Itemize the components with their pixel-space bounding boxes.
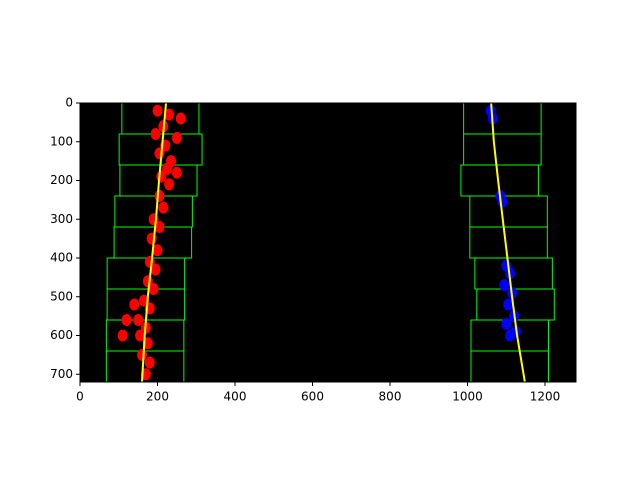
lane-pixel <box>148 283 159 295</box>
lane-pixel <box>164 178 175 191</box>
lane-pixel <box>135 329 146 342</box>
x-tick-label: 600 <box>301 390 324 404</box>
y-tick-label: 0 <box>65 96 73 110</box>
lane-pixel <box>154 147 165 160</box>
y-tick-label: 700 <box>50 367 73 381</box>
x-tick-label: 0 <box>76 390 84 404</box>
lane-pixel <box>158 201 169 214</box>
lane-pixel <box>501 317 512 330</box>
lane-pixel <box>144 356 155 369</box>
lane-pixel <box>133 314 144 326</box>
lane-pixel <box>117 329 128 342</box>
lane-pixel <box>121 314 132 326</box>
fit-line <box>141 102 168 383</box>
lane-pixel <box>152 104 163 117</box>
lane-pixel <box>164 108 175 121</box>
lane-pixel <box>150 263 161 276</box>
y-tick-label: 500 <box>50 289 73 303</box>
lane-pixel <box>171 166 182 179</box>
x-tick-label: 800 <box>379 390 402 404</box>
y-tick-label: 400 <box>50 251 73 265</box>
lane-pixel <box>152 244 163 257</box>
lane-pixel <box>129 298 140 311</box>
lane-pixel <box>499 279 510 292</box>
y-tick-label: 300 <box>50 212 73 226</box>
y-tick-label: 100 <box>50 134 73 148</box>
x-tick-label: 200 <box>146 390 169 404</box>
lane-pixel <box>505 329 516 342</box>
lane-pixel <box>137 348 147 361</box>
x-tick-label: 400 <box>224 390 247 404</box>
fit-line <box>490 102 526 383</box>
lane-pixel <box>156 170 167 183</box>
lane-pixel <box>171 131 182 144</box>
lane-pixel <box>150 128 161 140</box>
x-tick-label: 1200 <box>530 390 561 404</box>
lane-pixel <box>497 195 508 208</box>
lane-pixel <box>503 298 514 311</box>
lane-pixel <box>175 112 186 125</box>
lane-pixel <box>154 190 165 202</box>
x-tick-label: 1000 <box>452 390 483 404</box>
lane-pixel <box>154 221 165 233</box>
y-tick-label: 200 <box>50 173 73 187</box>
lane-pixel <box>162 162 173 175</box>
y-tick-label: 600 <box>50 328 73 342</box>
axes-frame <box>79 102 577 383</box>
